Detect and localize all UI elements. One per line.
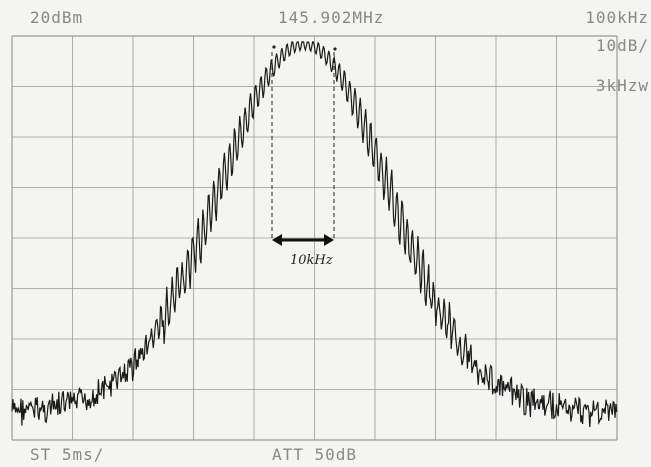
spectrum-trace (11, 41, 618, 428)
graticule-grid (11, 35, 618, 441)
span-readout: 100kHz (585, 8, 649, 27)
marker-dot-right (333, 47, 337, 51)
bandwidth-arrow-right-head (324, 234, 334, 246)
sweep-time-readout: ST 5ms/ (30, 445, 105, 464)
bandwidth-label: 10kHz (290, 253, 333, 268)
resolution-bandwidth-readout: 3kHzw (595, 76, 649, 95)
attenuation-readout: ATT 50dB (272, 445, 358, 464)
center-frequency-readout: 145.902MHz (278, 8, 385, 27)
bandwidth-annotation: 10kHz (271, 45, 337, 268)
marker-dot-left (272, 45, 276, 49)
bandwidth-arrow-left-head (272, 234, 282, 246)
reference-level-readout: 20dBm (30, 8, 84, 27)
vertical-scale-readout: 10dB/ (595, 36, 649, 55)
trace-line (11, 41, 618, 428)
